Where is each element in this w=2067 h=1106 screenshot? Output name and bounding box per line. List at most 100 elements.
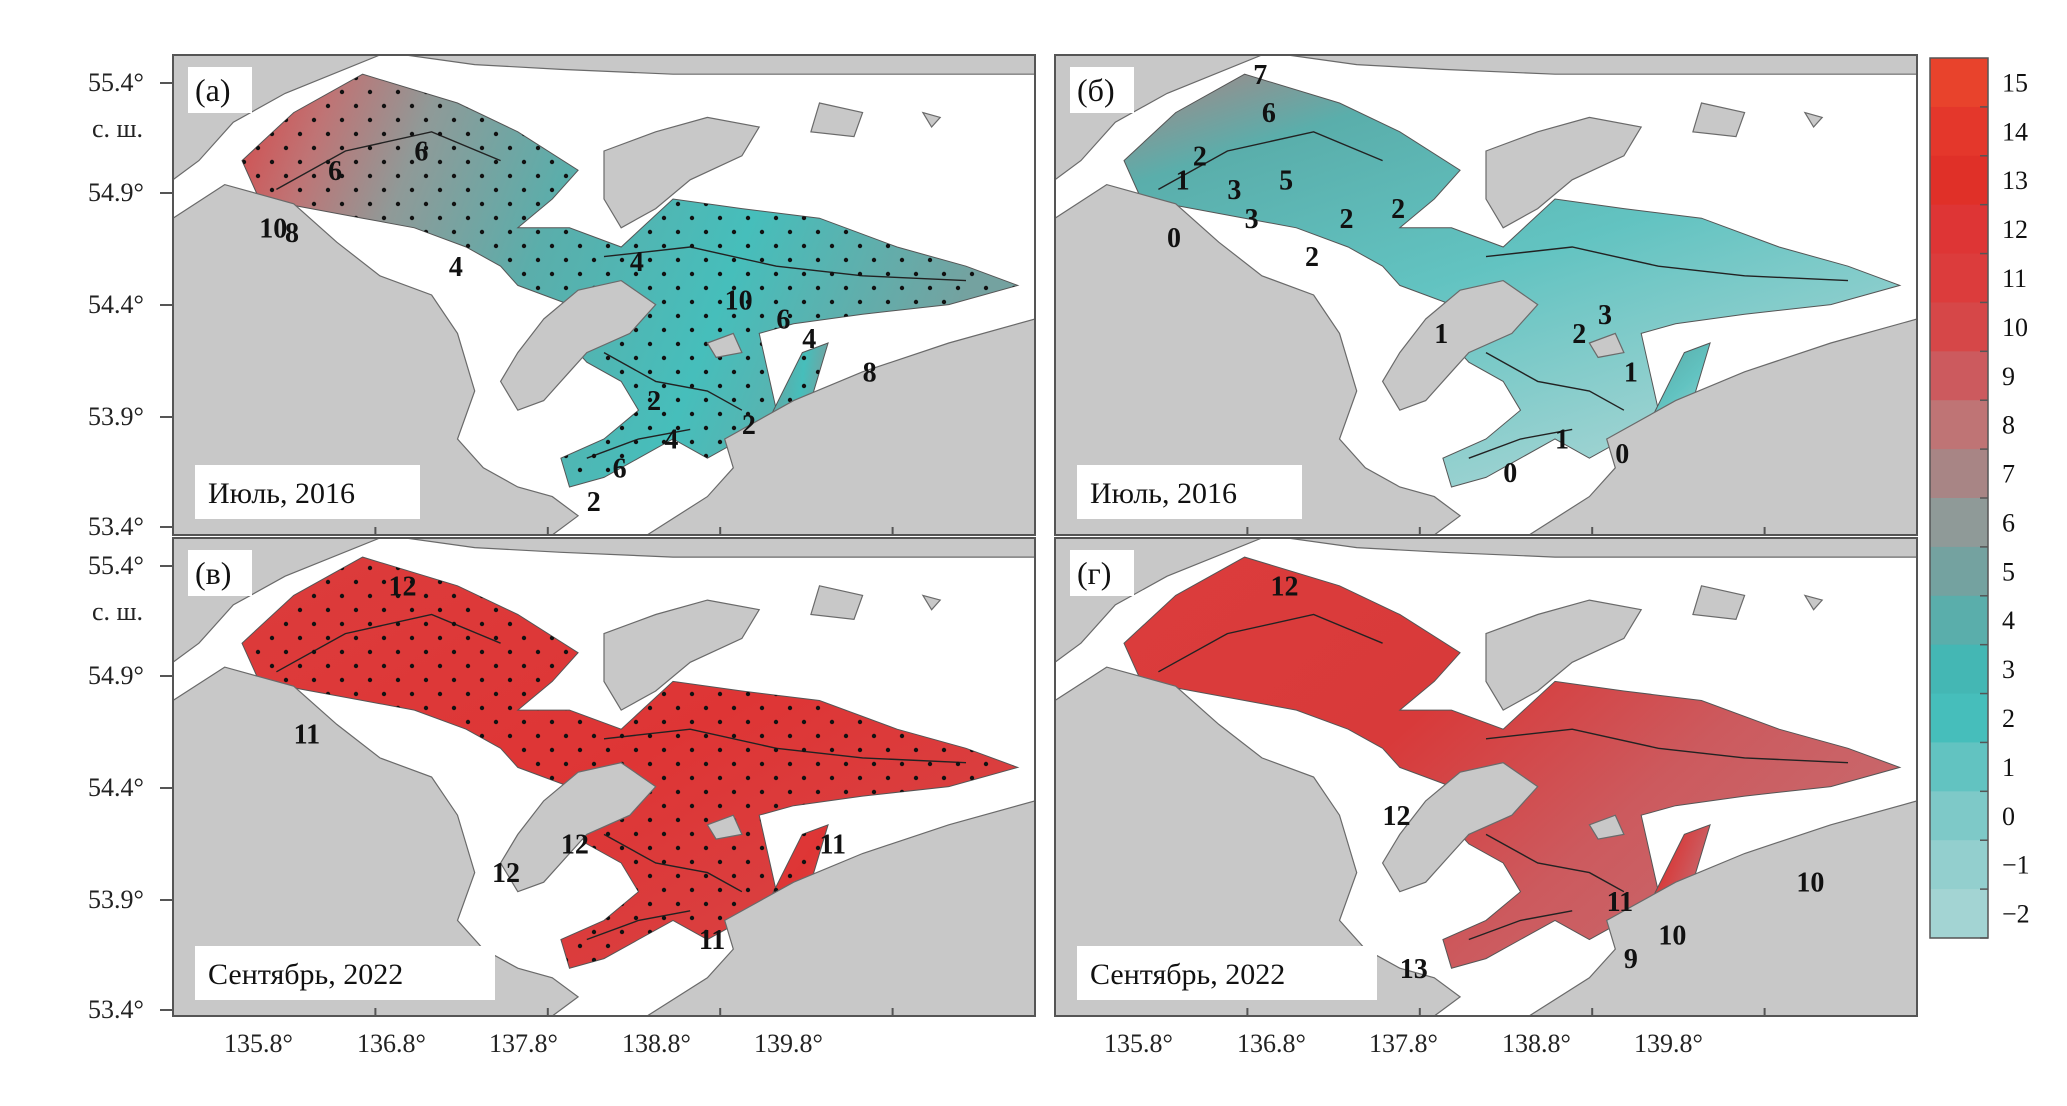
colorbar-label: 8: [2002, 411, 2015, 440]
colorbar-segment: [1930, 204, 1988, 255]
land-area: [1287, 55, 1917, 75]
contour-label: 2: [1572, 319, 1586, 350]
colorbar-segment: [1930, 693, 1988, 743]
colorbar-label: 4: [2002, 606, 2015, 635]
colorbar-label: 14: [2002, 117, 2028, 146]
panel-c-map: 12 11 12 12 11 11 (в) Сентябрь, 2022: [172, 537, 1036, 1017]
colorbar-segment: [1930, 546, 1988, 597]
panel-frame: [1054, 537, 1918, 1017]
colorbar-label: 6: [2002, 508, 2015, 537]
contour-label: 0: [1615, 439, 1629, 470]
land-area: [1527, 800, 1917, 1016]
contour-label: 1: [1434, 319, 1448, 350]
contour-label: 6: [1262, 98, 1276, 129]
latitude-tick: 54.4°: [88, 773, 144, 802]
contour-label: 7: [1253, 60, 1267, 91]
land-area: [1803, 594, 1824, 611]
contour-label: 12: [561, 829, 589, 860]
panel-caption: Июль, 2016: [1090, 477, 1237, 510]
contour-label: 6: [776, 305, 790, 336]
land-area: [1692, 585, 1746, 620]
latitude-tick: 53.9°: [88, 402, 144, 431]
colorbar-label: 0: [2002, 802, 2015, 831]
latitude-labels: 55.4° 54.9° 54.4° 53.9° 53.4° с. ш. 55.4° 54.9°…: [88, 68, 173, 1024]
land-area: [405, 55, 1035, 75]
colorbar-segment: [1930, 742, 1988, 792]
contour-label: 10: [259, 213, 287, 244]
contour-label: 2: [647, 386, 661, 417]
contour-label: 12: [389, 571, 417, 602]
colorbar-label: −1: [2002, 851, 2030, 880]
contour-label: 4: [630, 247, 644, 278]
station-points: [242, 557, 1018, 969]
land-area: [1588, 814, 1625, 840]
contour-line: [1485, 833, 1625, 893]
land-area: [706, 814, 743, 840]
longitude-tick: 139.8°: [1634, 1029, 1703, 1058]
contour-label: 11: [294, 720, 320, 751]
contour-label: 10: [1658, 920, 1686, 951]
land-area: [1485, 599, 1643, 711]
latitude-tick: 55.4°: [88, 551, 144, 580]
contour-label: 2: [587, 487, 601, 518]
land-area: [173, 183, 580, 535]
land-area: [1485, 116, 1643, 229]
contour-label: 6: [328, 156, 342, 187]
colorbar-label: 12: [2002, 215, 2028, 244]
colorbar-segment: [1930, 351, 1988, 401]
colorbar-segment: [1930, 449, 1988, 499]
longitude-tick: 135.8°: [1104, 1029, 1173, 1058]
contour-label: 0: [1503, 458, 1517, 489]
latitude-unit: с. ш.: [92, 114, 143, 143]
contour-label: 2: [1305, 242, 1319, 273]
contour-label: 11: [820, 829, 846, 860]
longitude-tick: 136.8°: [1237, 1029, 1306, 1058]
contour-label: 2: [1339, 204, 1353, 235]
panel-caption: Сентябрь, 2022: [1090, 958, 1285, 991]
colorbar-segment: [1930, 498, 1988, 548]
longitude-tick: 136.8°: [357, 1029, 426, 1058]
longitude-tick: 135.8°: [224, 1029, 293, 1058]
colorbar-segment: [1930, 58, 1988, 108]
land-area: [810, 102, 864, 138]
land-area: [1055, 666, 1462, 1016]
contour-line: [1485, 351, 1625, 411]
colorbar-segment: [1930, 595, 1988, 646]
land-area: [645, 800, 1035, 1016]
land-area: [499, 762, 657, 893]
contour-label: 9: [1624, 944, 1638, 975]
contour-label: 8: [863, 357, 877, 388]
land-area: [405, 538, 1035, 558]
longitude-tick: 137.8°: [489, 1029, 558, 1058]
contour-label: 0: [1167, 223, 1181, 254]
contour-label: 12: [1271, 571, 1299, 602]
land-area: [1588, 332, 1625, 359]
colorbar-label: 11: [2002, 264, 2027, 293]
contour-line: [1468, 910, 1573, 941]
panel-frame: [172, 54, 1036, 536]
colorbar-segment: [1930, 791, 1988, 841]
contour-line: [1485, 246, 1849, 282]
land-area: [645, 318, 1035, 535]
colorbar-label: 1: [2002, 753, 2015, 782]
contour-label: 1: [1176, 165, 1190, 196]
contour-label: 5: [1279, 165, 1293, 196]
land-area: [1287, 538, 1917, 558]
land-area: [603, 116, 761, 229]
panel-letter: (в): [195, 555, 231, 591]
land-area: [603, 599, 761, 711]
panel-letter-box: [1070, 550, 1134, 596]
land-area: [1803, 111, 1824, 129]
contour-label: 12: [1383, 801, 1411, 832]
contour-label: 13: [1400, 954, 1428, 985]
colorbar-segment: [1930, 644, 1988, 695]
panel-frame: [1054, 54, 1918, 536]
contour-label: 6: [613, 453, 627, 484]
panel-letter: (б): [1077, 72, 1115, 108]
colorbar-label: 9: [2002, 362, 2015, 391]
contour-label: 6: [414, 137, 428, 168]
longitude-tick: 138.8°: [1502, 1029, 1571, 1058]
contour-label: 4: [664, 425, 678, 456]
latitude-tick: 54.9°: [88, 661, 144, 690]
